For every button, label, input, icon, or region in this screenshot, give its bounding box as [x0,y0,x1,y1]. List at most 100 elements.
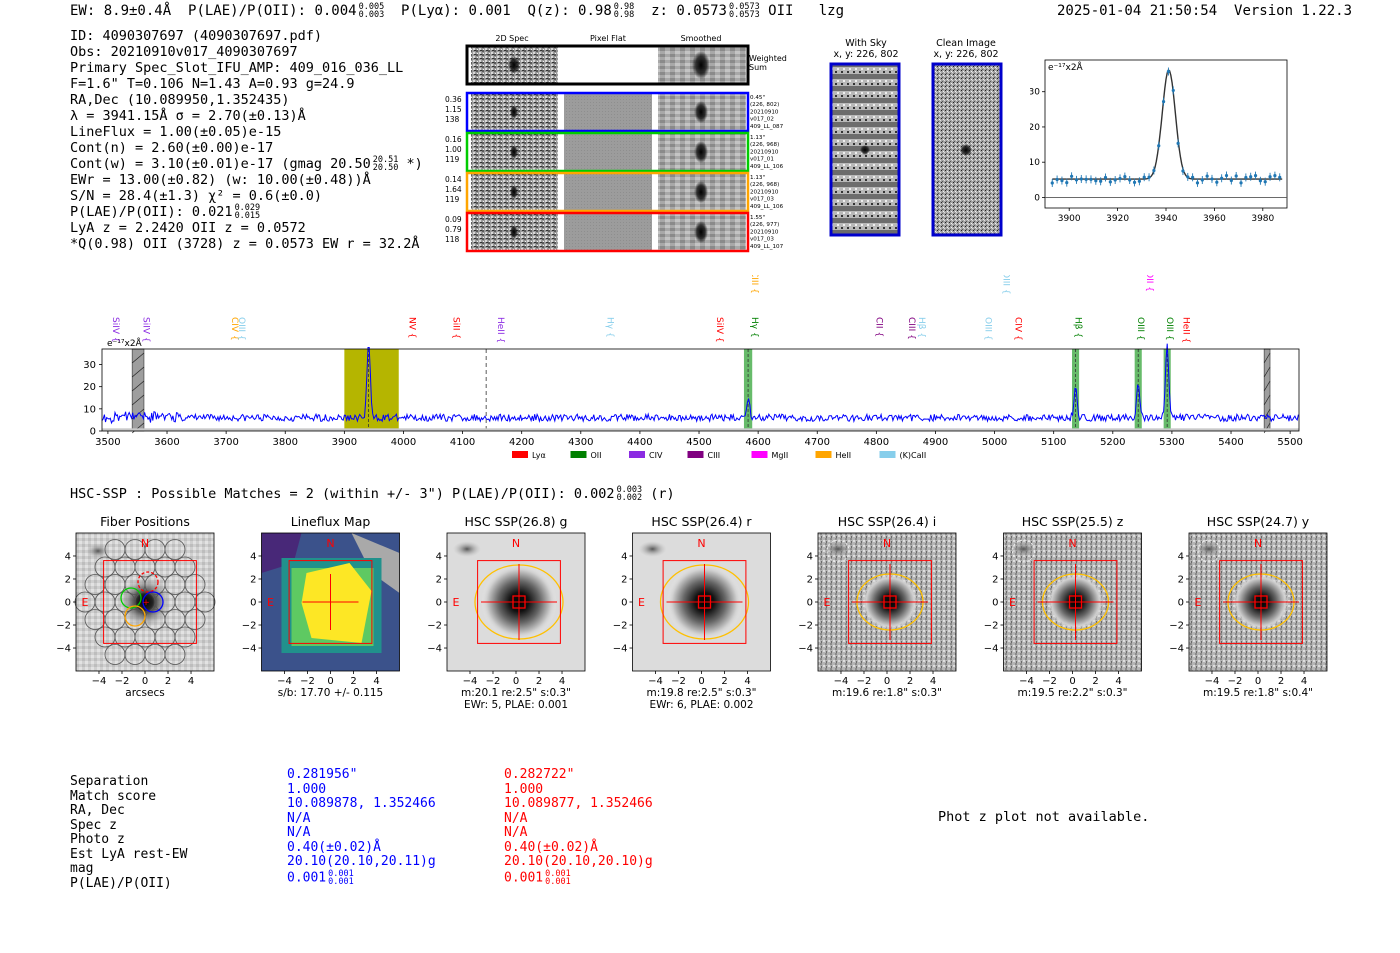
m2-mag: 20.10(20.10,20.10)g [504,854,653,869]
hatch-1-3 [1263,394,1271,406]
match-1-column: 0.281956" 1.000 10.089878, 1.352466 N/A … [287,767,436,886]
hsc-heading-up: 0.003 [616,485,643,495]
hsc-y-tick-5-0: −4 [984,644,999,655]
hsc-x-tick-0-0: −4 [92,676,107,687]
fit-data-point [1278,175,1282,179]
cutout-2d-blob-0 [510,105,518,119]
info-plae: P(LAE)/P(OII): 0.021 [70,204,233,220]
fiber-highlight-blue [142,591,164,613]
legend-swatch-6 [879,451,896,458]
with-sky-frame [829,62,901,237]
hsc-x-tick-4-0: −4 [834,676,849,687]
hsc-y-tick-4-0: −4 [798,644,813,655]
hsc-y-tick-1-2: 0 [250,598,256,609]
fit-data-point [1229,178,1233,183]
m2-plae: 0.001 [504,870,544,885]
info-plae-lo: 0.015 [234,211,261,221]
spec-x-tick-5500: 5500 [1277,437,1302,448]
spec-x-tick-5200: 5200 [1100,437,1125,448]
cutout-right-3-4: 409_LL_107 [750,244,784,250]
hsc-corner-ring-5 [1012,539,1035,563]
spec-x-tick-5400: 5400 [1218,437,1243,448]
cutout-right-2-0: 1.13" [750,175,765,181]
cutout-left-2-2: 119 [445,195,460,204]
m1-plae-row: 0.001 0.001 0.001 [287,869,436,886]
fit-data-point [1244,175,1248,180]
cutout-right-1-1: (226, 968) [750,142,779,148]
cutout-right-2-4: 409_LL_106 [750,204,784,210]
line-id-16: CIV { [1012,317,1022,341]
info-contw: Cont(w) = 3.10(±0.01)e-17 (gmag 20.50 [70,156,371,172]
hsc-panels: Fiber Positions + N E −4 −4 −2 −2 0 0 2 2 4 4 arcsecs L… [56,514,1328,711]
fit-data-point [1152,168,1156,173]
fit-data-point [1050,181,1054,185]
spec-x-tick-4100: 4100 [450,437,475,448]
cutout-frame-3 [465,211,750,253]
fiber-galaxy [119,576,171,628]
info-lya: LyA z = 2.2420 OII z = 0.0572 [70,220,306,236]
cutout-pixel-flat-3 [564,214,652,250]
info-plae-up: 0.029 [234,203,261,213]
fit-data-point [1239,181,1243,185]
fit-data-point [1079,177,1083,181]
fit-data-point [1118,176,1122,181]
col-pixel-flat: Pixel Flat [590,34,626,43]
fit-data-point [1273,174,1277,178]
hsc-y-tick-3-1: −2 [613,621,628,632]
hsc-x-tick-3-4: 4 [744,676,750,687]
hsc-x-tick-1-1: −2 [300,676,315,687]
legend-swatch-3 [687,451,704,458]
clean-image-title: Clean Image x, y: 226, 802 [927,38,1005,60]
hsc-panel-title-4: HSC SSP(26.4) i [838,514,936,529]
hsc-x-tick-0-2: 0 [142,676,148,687]
hsc-y-tick-6-3: 2 [1178,574,1184,585]
m2-plae-frac: 0.001 0.001 [545,869,571,886]
fit-data-point [1253,174,1258,178]
header-z-lo: 0.0573 [728,10,760,20]
hsc-x-tick-6-0: −4 [1205,676,1220,687]
hsc-x-tick-3-3: 2 [721,676,727,687]
hsc-y-tick-6-4: 4 [1178,551,1184,562]
hsc-box-6 [1219,560,1303,644]
cutout-right-1-4: 409_LL_106 [750,164,784,170]
match-labels: Separation Match score RA, Dec Spec z Ph… [70,774,187,891]
header-ew: EW: 8.9±0.4Å [70,3,172,19]
header-bar: EW: 8.9±0.4Å P(LAE)/P(OII): 0.004 0.005 0.… [70,3,845,20]
cutout-left-3-2: 118 [445,235,460,244]
fit-data-point [1215,180,1219,184]
hsc-east-0: E [82,596,89,609]
fit-data-point [1195,181,1200,185]
m1-score: 1.000 [287,781,327,797]
fiber-highlight-red [137,571,159,593]
hsc-panel-title-2: HSC SSP(26.8) g [465,514,568,529]
hsc-caption-3: m:19.8 re:2.5" s:0.3" [647,687,757,699]
cutout-right-1-3: v017_01 [750,157,774,163]
cutout-right-1-2: 20210910 [750,149,779,155]
with-sky-xy: x, y: 226, 802 [833,49,899,60]
hsc-north-2: N [512,537,520,550]
info-plae-row: P(LAE)/P(OII): 0.021 0.029 0.015 [70,203,423,221]
col-2d-spec: 2D Spec [495,34,528,43]
hsc-center-box-4 [883,595,897,609]
spec-x-tick-3900: 3900 [332,437,357,448]
fit-data-point [1205,174,1209,178]
header-timestamp: 2025-01-04 21:50:54 [1057,3,1218,19]
header-z-line: OII [768,3,794,19]
legend-swatch-4 [751,451,768,458]
header-tag: lzg [818,3,845,19]
info-obs: Obs: 20210910v017_4090307697 [70,44,298,60]
spec-x-tick-5300: 5300 [1159,437,1184,448]
fit-data-point [1128,178,1132,182]
hsc-panel-title-5: HSC SSP(25.5) z [1022,514,1124,529]
hsc-y-tick-5-3: 2 [992,574,998,585]
legend-swatch-5 [815,451,832,458]
weighted-sum-row: Weighted Sum [465,44,787,86]
cutout-pixel-flat-2 [564,174,652,210]
label-separation: Separation [70,774,149,789]
fit-y-tick-30: 30 [1030,88,1040,98]
clean-image-label: Clean Image [936,38,996,49]
hsc-y-tick-2-2: 0 [436,598,442,609]
m1-radec: 10.089878, 1.352466 [287,796,436,811]
hsc-east-2: E [453,596,460,609]
